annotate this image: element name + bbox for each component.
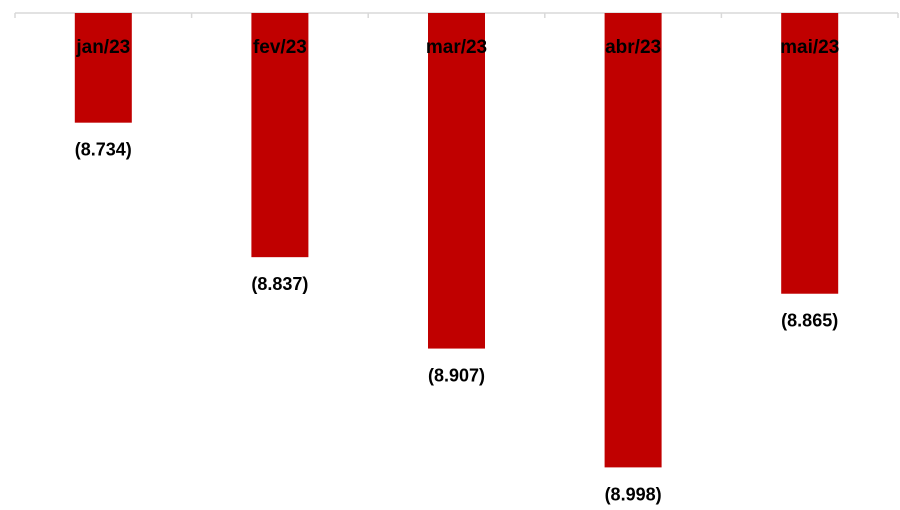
category-label: jan/23 [75, 37, 130, 58]
labels: jan/23 (8.734) fev/23 (8.837) mar/23 (8.907) a… [75, 37, 840, 504]
bar-mai/23 [781, 13, 839, 294]
data-label: (8.907) [428, 366, 485, 386]
data-label: (8.998) [605, 484, 662, 504]
data-label: (8.734) [75, 140, 132, 160]
category-label: abr/23 [605, 37, 661, 58]
data-label: (8.837) [251, 274, 308, 294]
category-label: mai/23 [780, 37, 839, 58]
bar-mar/23 [428, 13, 485, 349]
category-label: mar/23 [426, 37, 487, 58]
data-label: (8.865) [781, 311, 838, 331]
bar-abr/23 [604, 13, 662, 468]
bar-jan/23 [74, 13, 132, 123]
bar-fev/23 [251, 13, 309, 258]
bars [74, 13, 839, 468]
category-label: fev/23 [253, 37, 307, 58]
